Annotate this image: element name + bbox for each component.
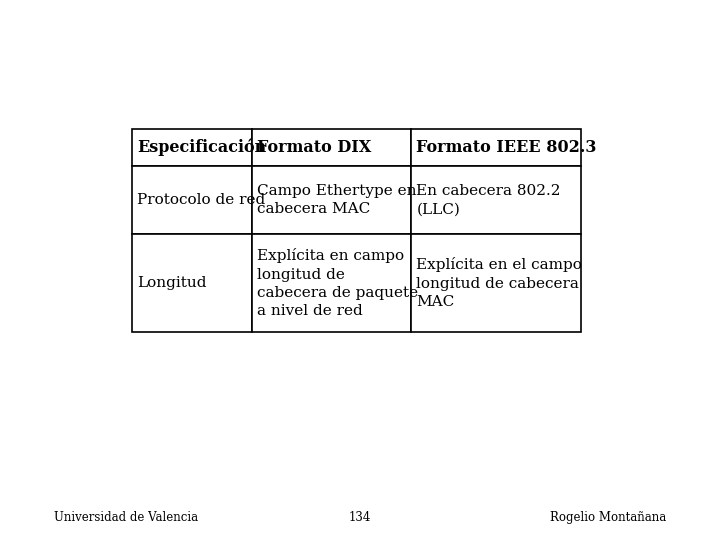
Text: Universidad de Valencia: Universidad de Valencia bbox=[54, 511, 198, 524]
Text: Explícita en campo
longitud de
cabecera de paquete
a nivel de red: Explícita en campo longitud de cabecera … bbox=[258, 248, 418, 319]
Text: Formato DIX: Formato DIX bbox=[258, 139, 372, 156]
Text: Explícita en el campo
longitud de cabecera
MAC: Explícita en el campo longitud de cabece… bbox=[416, 258, 582, 309]
Text: Protocolo de red: Protocolo de red bbox=[138, 193, 266, 207]
Bar bbox=[132, 166, 252, 234]
Bar bbox=[411, 234, 581, 332]
Bar bbox=[411, 129, 581, 166]
Text: Longitud: Longitud bbox=[138, 276, 207, 291]
Text: Especificación: Especificación bbox=[138, 139, 266, 156]
Text: En cabecera 802.2
(LLC): En cabecera 802.2 (LLC) bbox=[416, 184, 561, 217]
Bar bbox=[132, 234, 252, 332]
Bar bbox=[411, 166, 581, 234]
Bar bbox=[252, 166, 411, 234]
Bar bbox=[132, 129, 252, 166]
Text: Campo Ethertype en
cabecera MAC: Campo Ethertype en cabecera MAC bbox=[258, 184, 417, 217]
Text: 134: 134 bbox=[348, 511, 372, 524]
Text: Formato IEEE 802.3: Formato IEEE 802.3 bbox=[416, 139, 597, 156]
Text: Rogelio Montañana: Rogelio Montañana bbox=[550, 511, 666, 524]
Bar bbox=[252, 129, 411, 166]
Bar bbox=[252, 234, 411, 332]
